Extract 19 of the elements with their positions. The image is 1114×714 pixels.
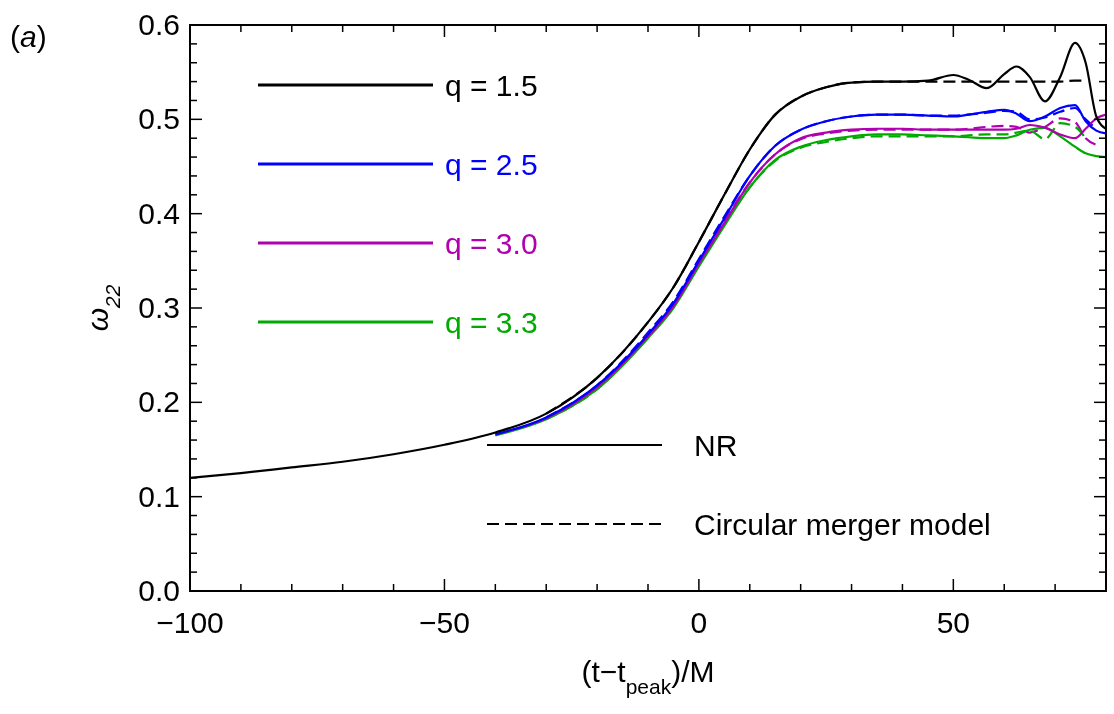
y-tick-label: 0.0	[138, 574, 180, 607]
y-tick-label: 0.1	[138, 479, 180, 513]
text: q = 3.3	[445, 306, 538, 339]
legend-label: q = 1.5	[445, 69, 538, 102]
y-tick-label: 0.3	[138, 291, 180, 324]
x-tick-label: −50	[419, 606, 470, 639]
y-tick-label: 0.4	[138, 196, 180, 230]
y-tick-label: 0.6	[138, 8, 180, 41]
x-tick-label: 0	[690, 606, 708, 639]
text: q = 3.0	[445, 227, 538, 260]
text: q = 2.5	[445, 148, 538, 181]
y-tick-label: 0.5	[138, 102, 180, 136]
x-axis-title: (t−t$_{peak}$)/M	[581, 655, 715, 698]
x-tick-label: −100	[156, 606, 224, 639]
annotation: NR	[694, 429, 738, 462]
y-tick-label: 0.2	[138, 385, 180, 419]
x-tick-label: 50	[936, 606, 971, 639]
text: (a)	[10, 20, 47, 53]
annotation: Circular merger model	[694, 508, 991, 541]
